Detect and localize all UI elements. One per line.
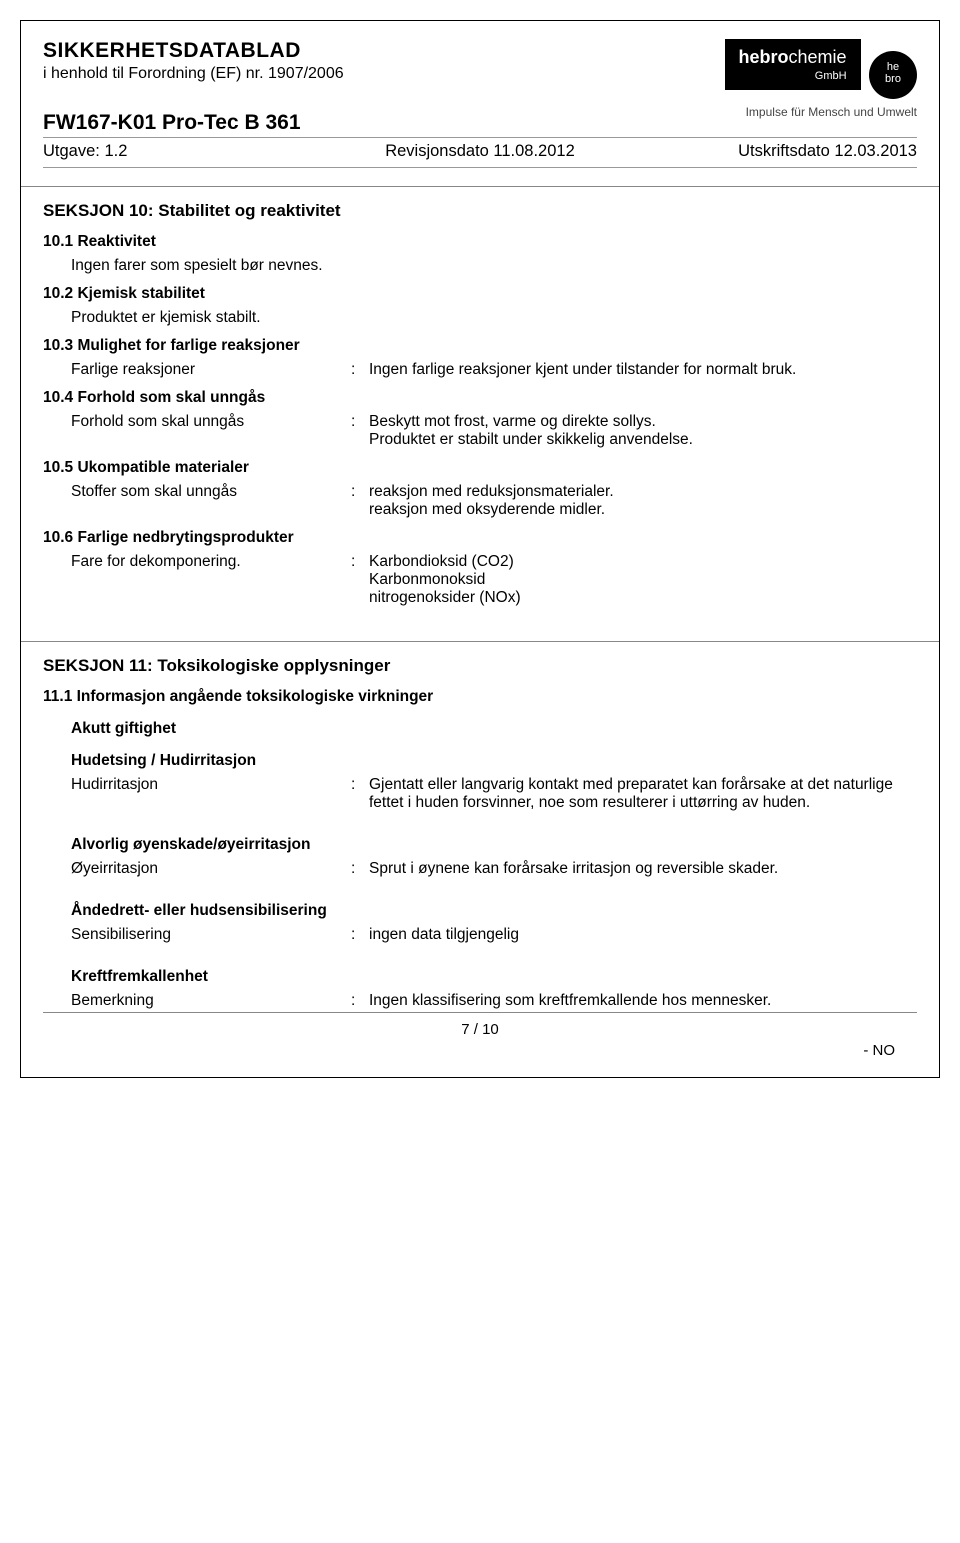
sec10-6-title: 10.6 Farlige nedbrytingsprodukter [43,529,917,547]
sec10-6-row: Fare for dekomponering. : Karbondioksid … [71,553,917,607]
sec10-3-row: Farlige reaksjoner : Ingen farlige reaks… [71,361,917,379]
revision-label: Revisjonsdato 11.08.2012 [334,142,625,161]
section-10: SEKSJON 10: Stabilitet og reaktivitet 10… [21,186,939,623]
sec10-2-text: Produktet er kjemisk stabilt. [71,309,917,327]
sec10-6-label: Fare for dekomponering. [71,553,351,607]
skin-title: Hudetsing / Hudirritasjon [71,752,917,770]
sec10-6-value: Karbondioksid (CO2) Karbonmonoksid nitro… [369,553,917,607]
colon: : [351,553,369,607]
sec10-1-text: Ingen farer som spesielt bør nevnes. [71,257,917,275]
sec10-4-row: Forhold som skal unngås : Beskytt mot fr… [71,413,917,449]
sec10-4-title: 10.4 Forhold som skal unngås [43,389,917,407]
skin-value: Gjentatt eller langvarig kontakt med pre… [369,776,917,812]
skin-label: Hudirritasjon [71,776,351,812]
sec10-2-title: 10.2 Kjemisk stabilitet [43,285,917,303]
document-header: SIKKERHETSDATABLAD i henhold til Forordn… [21,21,939,93]
edition-label: Utgave: 1.2 [43,142,334,161]
colon: : [351,776,369,812]
carc-row: Bemerkning : Ingen klassifisering som kr… [71,992,917,1010]
logo-gmbh: GmbH [739,70,847,82]
colon: : [351,992,369,1010]
logo-text-bold: hebro [739,47,789,67]
language-code: - NO [43,1042,917,1069]
sec10-5-value: reaksjon med reduksjonsmaterialer. reaks… [369,483,917,519]
logo-circle-top: he [887,61,899,73]
sec10-3-label: Farlige reaksjoner [71,361,351,379]
page-frame: SIKKERHETSDATABLAD i henhold til Forordn… [20,20,940,1078]
company-logo: hebrochemie GmbH he bro Impulse für Mens… [725,39,918,119]
eye-value: Sprut i øynene kan forårsake irritasjon … [369,860,917,878]
sens-row: Sensibilisering : ingen data tilgjengeli… [71,926,917,944]
skin-row: Hudirritasjon : Gjentatt eller langvarig… [71,776,917,812]
section-11: SEKSJON 11: Toksikologiske opplysninger … [21,641,939,1077]
sens-title: Åndedrett- eller hudsensibilisering [71,902,917,920]
carc-value: Ingen klassifisering som kreftfremkallen… [369,992,917,1010]
eye-label: Øyeirritasjon [71,860,351,878]
colon: : [351,483,369,519]
logo-circle-bot: bro [885,73,901,85]
print-label: Utskriftsdato 12.03.2013 [626,142,917,161]
sens-value: ingen data tilgjengelig [369,926,917,944]
sec11-1-title: 11.1 Informasjon angående toksikologiske… [43,688,917,706]
section-11-title: SEKSJON 11: Toksikologiske opplysninger [43,656,917,676]
sec10-4-label: Forhold som skal unngås [71,413,351,449]
acute-toxicity-title: Akutt giftighet [71,720,917,738]
logo-text: chemie [789,47,847,67]
logo-tagline: Impulse für Mensch und Umwelt [725,105,918,119]
sens-label: Sensibilisering [71,926,351,944]
carc-label: Bemerkning [71,992,351,1010]
eye-title: Alvorlig øyenskade/øyeirritasjon [71,836,917,854]
colon: : [351,413,369,449]
divider [43,137,917,138]
meta-row: Utgave: 1.2 Revisjonsdato 11.08.2012 Uts… [21,140,939,165]
page-number: 7 / 10 [43,1012,917,1042]
colon: : [351,361,369,379]
logo-badge: hebrochemie GmbH [725,39,861,90]
sec10-5-label: Stoffer som skal unngås [71,483,351,519]
sec10-5-title: 10.5 Ukompatible materialer [43,459,917,477]
logo-circle-icon: he bro [869,51,917,99]
divider [43,167,917,168]
sec10-4-value: Beskytt mot frost, varme og direkte soll… [369,413,917,449]
sec10-1-title: 10.1 Reaktivitet [43,233,917,251]
sec10-3-value: Ingen farlige reaksjoner kjent under til… [369,361,917,379]
colon: : [351,926,369,944]
sec10-3-title: 10.3 Mulighet for farlige reaksjoner [43,337,917,355]
eye-row: Øyeirritasjon : Sprut i øynene kan forår… [71,860,917,878]
carc-title: Kreftfremkallenhet [71,968,917,986]
section-10-title: SEKSJON 10: Stabilitet og reaktivitet [43,201,917,221]
colon: : [351,860,369,878]
sec10-5-row: Stoffer som skal unngås : reaksjon med r… [71,483,917,519]
